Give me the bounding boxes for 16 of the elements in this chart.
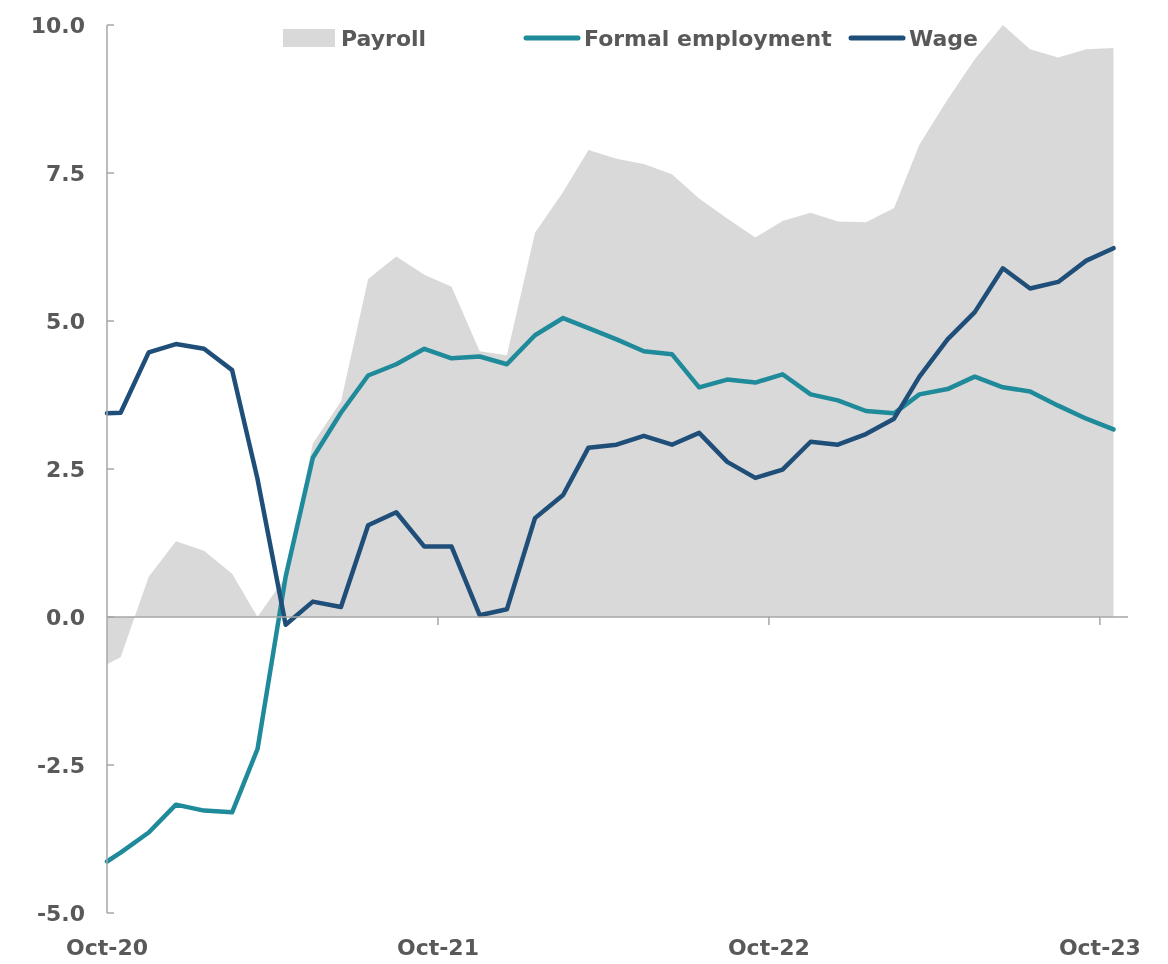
y-tick-label: 0.0 bbox=[46, 604, 85, 630]
legend-label: Payroll bbox=[341, 25, 427, 51]
x-tick-label: Oct-20 bbox=[65, 935, 149, 960]
y-tick-label: 10.0 bbox=[30, 12, 85, 38]
x-tick-label: Oct-21 bbox=[396, 935, 479, 960]
y-tick-label: 7.5 bbox=[46, 160, 85, 186]
legend-label: Wage bbox=[909, 25, 978, 51]
line-series bbox=[104, 315, 1116, 864]
x-tick-label: Oct-22 bbox=[727, 935, 810, 960]
y-tick-label: -2.5 bbox=[36, 752, 85, 778]
y-tick-label: 2.5 bbox=[46, 456, 85, 482]
line-series bbox=[104, 245, 1116, 627]
y-tick-label: 5.0 bbox=[46, 308, 85, 334]
legend-label: Formal employment bbox=[584, 25, 833, 51]
x-tick-label: Oct-23 bbox=[1058, 935, 1141, 960]
y-tick-label: -5.0 bbox=[36, 900, 85, 926]
